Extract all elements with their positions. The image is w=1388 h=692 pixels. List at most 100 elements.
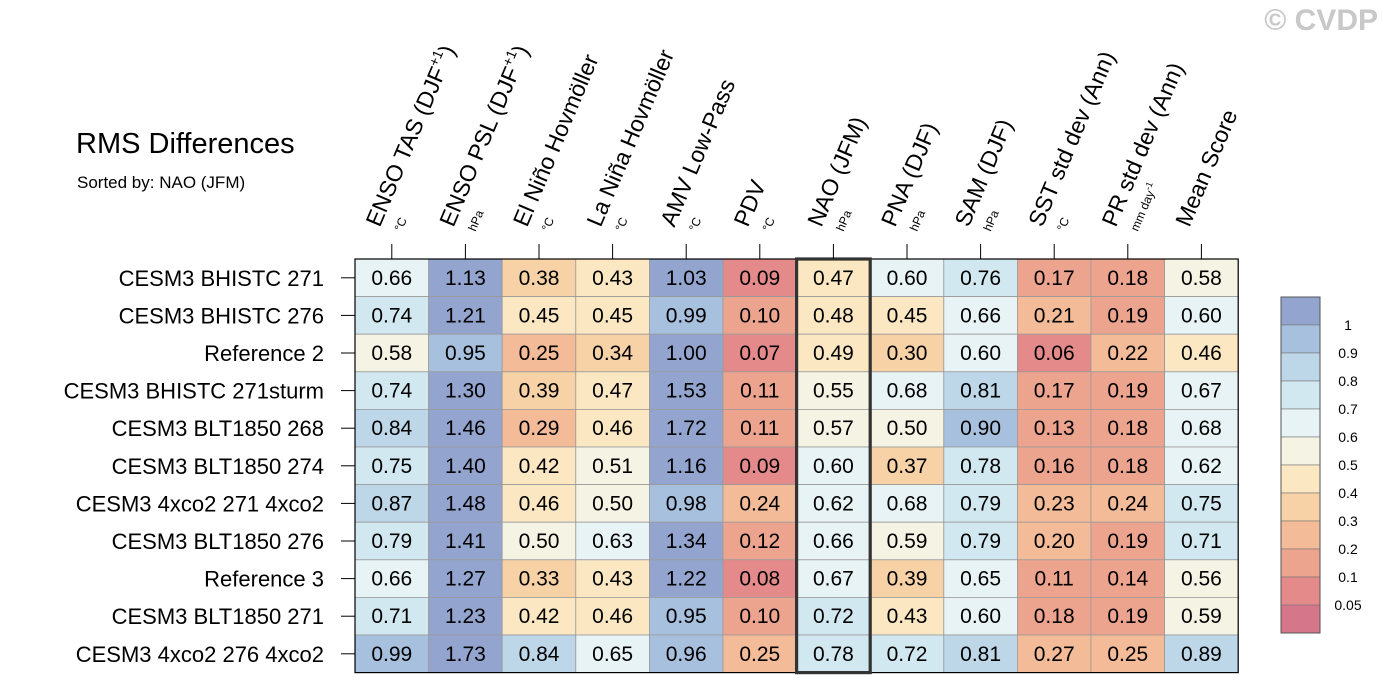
cell-value: 0.59 — [1181, 605, 1222, 628]
heatmap-cell — [1017, 408, 1092, 448]
cell-value: 0.58 — [1181, 267, 1222, 290]
heatmap-cell — [428, 559, 503, 598]
heatmap-cell — [649, 484, 724, 523]
cell-value: 0.19 — [1107, 530, 1148, 553]
heatmap-cell — [575, 296, 650, 335]
colorbar-bin — [1280, 548, 1321, 578]
heatmap-cell — [722, 408, 797, 448]
cell-value: 0.19 — [1107, 605, 1148, 628]
heatmap-cell — [1090, 521, 1165, 561]
cell-value: 0.90 — [960, 417, 1001, 440]
cell-value: 0.96 — [666, 643, 707, 666]
colorbar-tick-label: 0.2 — [1338, 541, 1358, 557]
heatmap-cell — [722, 559, 797, 598]
heatmap-cell — [501, 371, 577, 410]
cell-value: 0.60 — [960, 605, 1001, 628]
row-label: Reference 2 — [204, 341, 324, 366]
heatmap-cell — [869, 296, 945, 335]
heatmap-cell — [649, 333, 724, 373]
colorbar-bin — [1280, 296, 1321, 326]
colorbar-tick-label: 0.3 — [1338, 513, 1358, 529]
heatmap-cell — [428, 446, 503, 485]
cell-value: 0.47 — [592, 380, 633, 403]
heatmap-cell — [943, 559, 1018, 598]
column-unit: °C — [612, 215, 630, 233]
heatmap-cell — [575, 597, 650, 636]
column-unit: °C — [1054, 215, 1072, 233]
heatmap-cell — [796, 296, 871, 335]
heatmap-cell — [1017, 559, 1092, 598]
heatmap-cell — [796, 597, 871, 636]
column-label: Mean Score — [1170, 106, 1242, 230]
column-label: SAM (DJF) — [949, 115, 1017, 230]
colorbar-bin — [1280, 324, 1321, 354]
row-label: CESM3 BHISTC 271 — [119, 266, 324, 291]
cell-value: 0.11 — [1035, 568, 1074, 591]
cell-value: 1.27 — [445, 568, 486, 591]
cell-value: 0.74 — [371, 380, 412, 403]
heatmap-cell — [1017, 597, 1092, 636]
cell-value: 0.18 — [1034, 605, 1075, 628]
column-unit: hPa — [833, 208, 854, 233]
cell-value: 0.63 — [592, 530, 633, 553]
cell-value: 0.50 — [887, 417, 928, 440]
cell-value: 0.67 — [1181, 380, 1222, 403]
heatmap-cell — [869, 446, 945, 485]
cell-value: 0.18 — [1107, 267, 1148, 290]
heatmap-cell — [575, 333, 650, 373]
heatmap-cell — [943, 634, 1018, 673]
cell-value: 1.46 — [445, 417, 486, 440]
cell-value: 0.89 — [1181, 643, 1222, 666]
heatmap-cell — [1017, 446, 1092, 485]
cell-value: 0.12 — [739, 530, 780, 553]
cell-value: 0.24 — [739, 492, 780, 515]
cell-value: 0.06 — [1034, 342, 1075, 365]
colorbar-tick-label: 0.9 — [1338, 345, 1358, 361]
colorbar-bin — [1280, 464, 1321, 494]
cell-value: 0.68 — [887, 492, 928, 515]
row-label: CESM3 BLT1850 271 — [112, 604, 324, 629]
cell-value: 0.19 — [1107, 304, 1148, 327]
heatmap-cell — [501, 333, 577, 373]
cell-value: 0.08 — [739, 568, 780, 591]
cell-value: 1.41 — [445, 530, 486, 553]
cell-value: 0.62 — [1181, 455, 1222, 478]
cell-value: 0.62 — [813, 492, 854, 515]
cell-value: 1.48 — [445, 492, 486, 515]
cell-value: 0.71 — [1181, 530, 1222, 553]
cell-value: 0.49 — [813, 342, 854, 365]
cell-value: 0.13 — [1034, 417, 1075, 440]
colorbar-tick-label: 0.8 — [1338, 373, 1358, 389]
heatmap-cell — [354, 484, 429, 523]
heatmap-cell — [869, 559, 945, 598]
row-label: CESM3 BLT1850 268 — [112, 416, 324, 441]
heatmap-cell — [501, 296, 577, 335]
cell-value: 0.68 — [887, 380, 928, 403]
colorbar-bin — [1280, 604, 1321, 634]
heatmap-cell — [1090, 258, 1165, 297]
cell-value: 0.37 — [887, 455, 928, 478]
row-label: CESM3 BHISTC 271sturm — [64, 379, 324, 404]
chart-subtitle: Sorted by: NAO (JFM) — [77, 173, 246, 192]
cell-value: 0.09 — [739, 455, 780, 478]
cell-value: 0.78 — [960, 455, 1001, 478]
cell-value: 0.39 — [887, 568, 928, 591]
cell-value: 0.10 — [739, 304, 780, 327]
row-label: CESM3 4xco2 271 4xco2 — [76, 491, 324, 516]
cell-value: 0.66 — [371, 267, 412, 290]
cell-value: 0.34 — [592, 342, 633, 365]
heatmap-cell — [354, 559, 429, 598]
heatmap-cell — [575, 371, 650, 410]
cell-value: 0.67 — [813, 568, 854, 591]
cell-value: 0.75 — [1181, 492, 1222, 515]
heatmap-cell — [869, 634, 945, 673]
cell-value: 0.25 — [519, 342, 560, 365]
heatmap-cell — [1017, 371, 1092, 410]
heatmap-cell — [722, 333, 797, 373]
heatmap-cell — [1090, 333, 1165, 373]
cell-value: 0.43 — [592, 568, 633, 591]
colorbar-bin — [1280, 408, 1321, 438]
heatmap-cell — [1090, 296, 1165, 335]
cell-value: 0.87 — [371, 492, 412, 515]
colorbar-tick-label: 0.6 — [1338, 429, 1358, 445]
